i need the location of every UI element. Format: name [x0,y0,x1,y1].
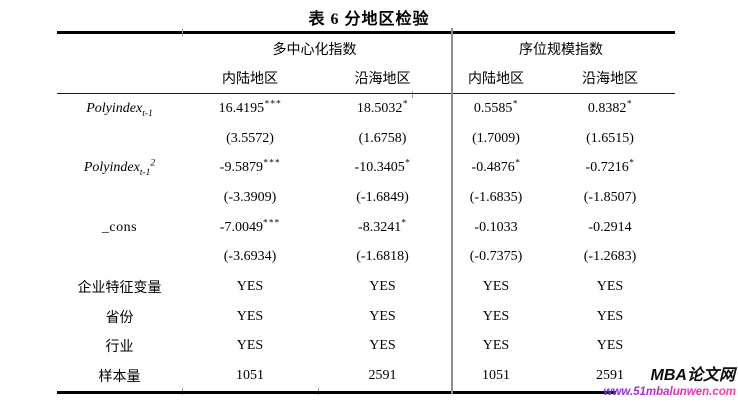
bottom-rule [57,391,616,394]
cell-value: YES [596,338,624,354]
row-label: 企业特征变量 [77,280,162,296]
cell-value: YES [369,278,396,294]
table-row: 行业 YES YES YES YES [57,332,675,362]
table-title: 表 6 分地区检验 [308,11,430,28]
group-header-polycentric: 多中心化指数 [272,42,357,58]
cell-value: YES [482,278,510,294]
cell-value: YES [236,308,264,324]
cell-value: -10.3405* [354,158,411,176]
cell-tstat: (-1.6849) [356,189,409,205]
cell-value: -0.1033 [474,219,518,235]
column-header-inland-2: 内陆地区 [468,72,524,87]
row-label: Polyindext-1 [86,100,153,119]
table-row: 样本量 1051 2591 1051 2591 [57,361,675,391]
cell-tstat: (-3.3909) [223,189,277,205]
cell-value: YES [236,278,264,294]
cell-value: 1051 [236,368,264,384]
cell-value: 2591 [596,368,624,384]
top-rule [57,31,675,34]
header-rule [57,93,675,94]
cell-tstat: (-3.6934) [223,249,277,265]
row-label: _cons [101,219,138,235]
row-label: 行业 [105,340,134,356]
table-row: _cons -7.0049*** -8.3241* -0.1033 -0.291… [57,213,675,243]
regression-table: 多中心化指数 序位规模指数 内陆地区 沿海地区 内陆地区 沿海地区 Polyin… [57,28,675,395]
cell-value: YES [482,308,510,324]
cell-tstat: (-1.8507) [583,189,637,205]
cell-value: YES [369,338,396,354]
column-header-coastal-1: 沿海地区 [354,72,411,87]
table-row: 省份 YES YES YES YES [57,302,675,332]
cell-tstat: (1.6515) [586,130,634,146]
cell-value: YES [596,308,624,324]
cell-tstat: (-0.7375) [469,249,523,265]
cell-tstat: (-1.6818) [356,249,409,265]
table-row: 企业特征变量 YES YES YES YES [57,272,675,302]
cell-value: 1051 [482,368,510,384]
cell-tstat: (1.7009) [472,130,520,146]
row-label: 省份 [105,310,134,326]
column-tick [182,29,183,36]
cell-value: YES [482,338,510,354]
cell-value: -0.4876* [471,158,521,176]
cell-value: -0.2914 [588,219,632,235]
table-row: (3.5572) (1.6758) (1.7009) (1.6515) [57,124,675,154]
table-row: (-3.3909) (-1.6849) (-1.6835) (-1.8507) [57,183,675,213]
cell-value: -8.3241* [358,217,407,235]
column-header-inland-1: 内陆地区 [222,72,278,87]
cell-value: YES [236,338,264,354]
column-header-row: 内陆地区 沿海地区 内陆地区 沿海地区 [57,63,675,93]
cell-value: 18.5032* [356,99,409,116]
cell-value: 0.5585* [473,99,519,116]
cell-value: YES [369,308,396,324]
cell-value: 16.4195*** [218,99,282,116]
table-row: (-3.6934) (-1.6818) (-0.7375) (-1.2683) [57,242,675,272]
row-label: 样本量 [98,370,141,386]
group-header-ranksize: 序位规模指数 [519,42,603,58]
cell-tstat: (-1.6835) [469,189,523,205]
column-header-coastal-2: 沿海地区 [582,72,638,87]
table-row: Polyindext-1 16.4195*** 18.5032* 0.5585*… [57,94,675,124]
cell-value: -7.0049*** [219,217,281,235]
table-body: Polyindext-1 16.4195*** 18.5032* 0.5585*… [57,94,675,391]
column-tick [412,91,413,98]
watermark-url: www.51mbalunwen.com [603,386,737,398]
cell-value: YES [596,278,624,294]
cell-tstat: (-1.2683) [583,249,637,265]
cell-value: 2591 [368,368,397,384]
group-header-row: 多中心化指数 序位规模指数 [57,34,675,63]
row-label: Polyindext-12 [83,158,156,179]
cell-value: -0.7216* [585,158,635,176]
group-divider-line [451,28,453,394]
watermark-brand: MBA论文网 [650,367,735,384]
cell-tstat: (3.5572) [226,130,274,146]
cell-value: -9.5879*** [219,158,281,176]
cell-tstat: (1.6758) [358,130,407,146]
cell-value: 0.8382* [587,99,633,116]
table-row: Polyindext-12 -9.5879*** -10.3405* -0.48… [57,153,675,183]
